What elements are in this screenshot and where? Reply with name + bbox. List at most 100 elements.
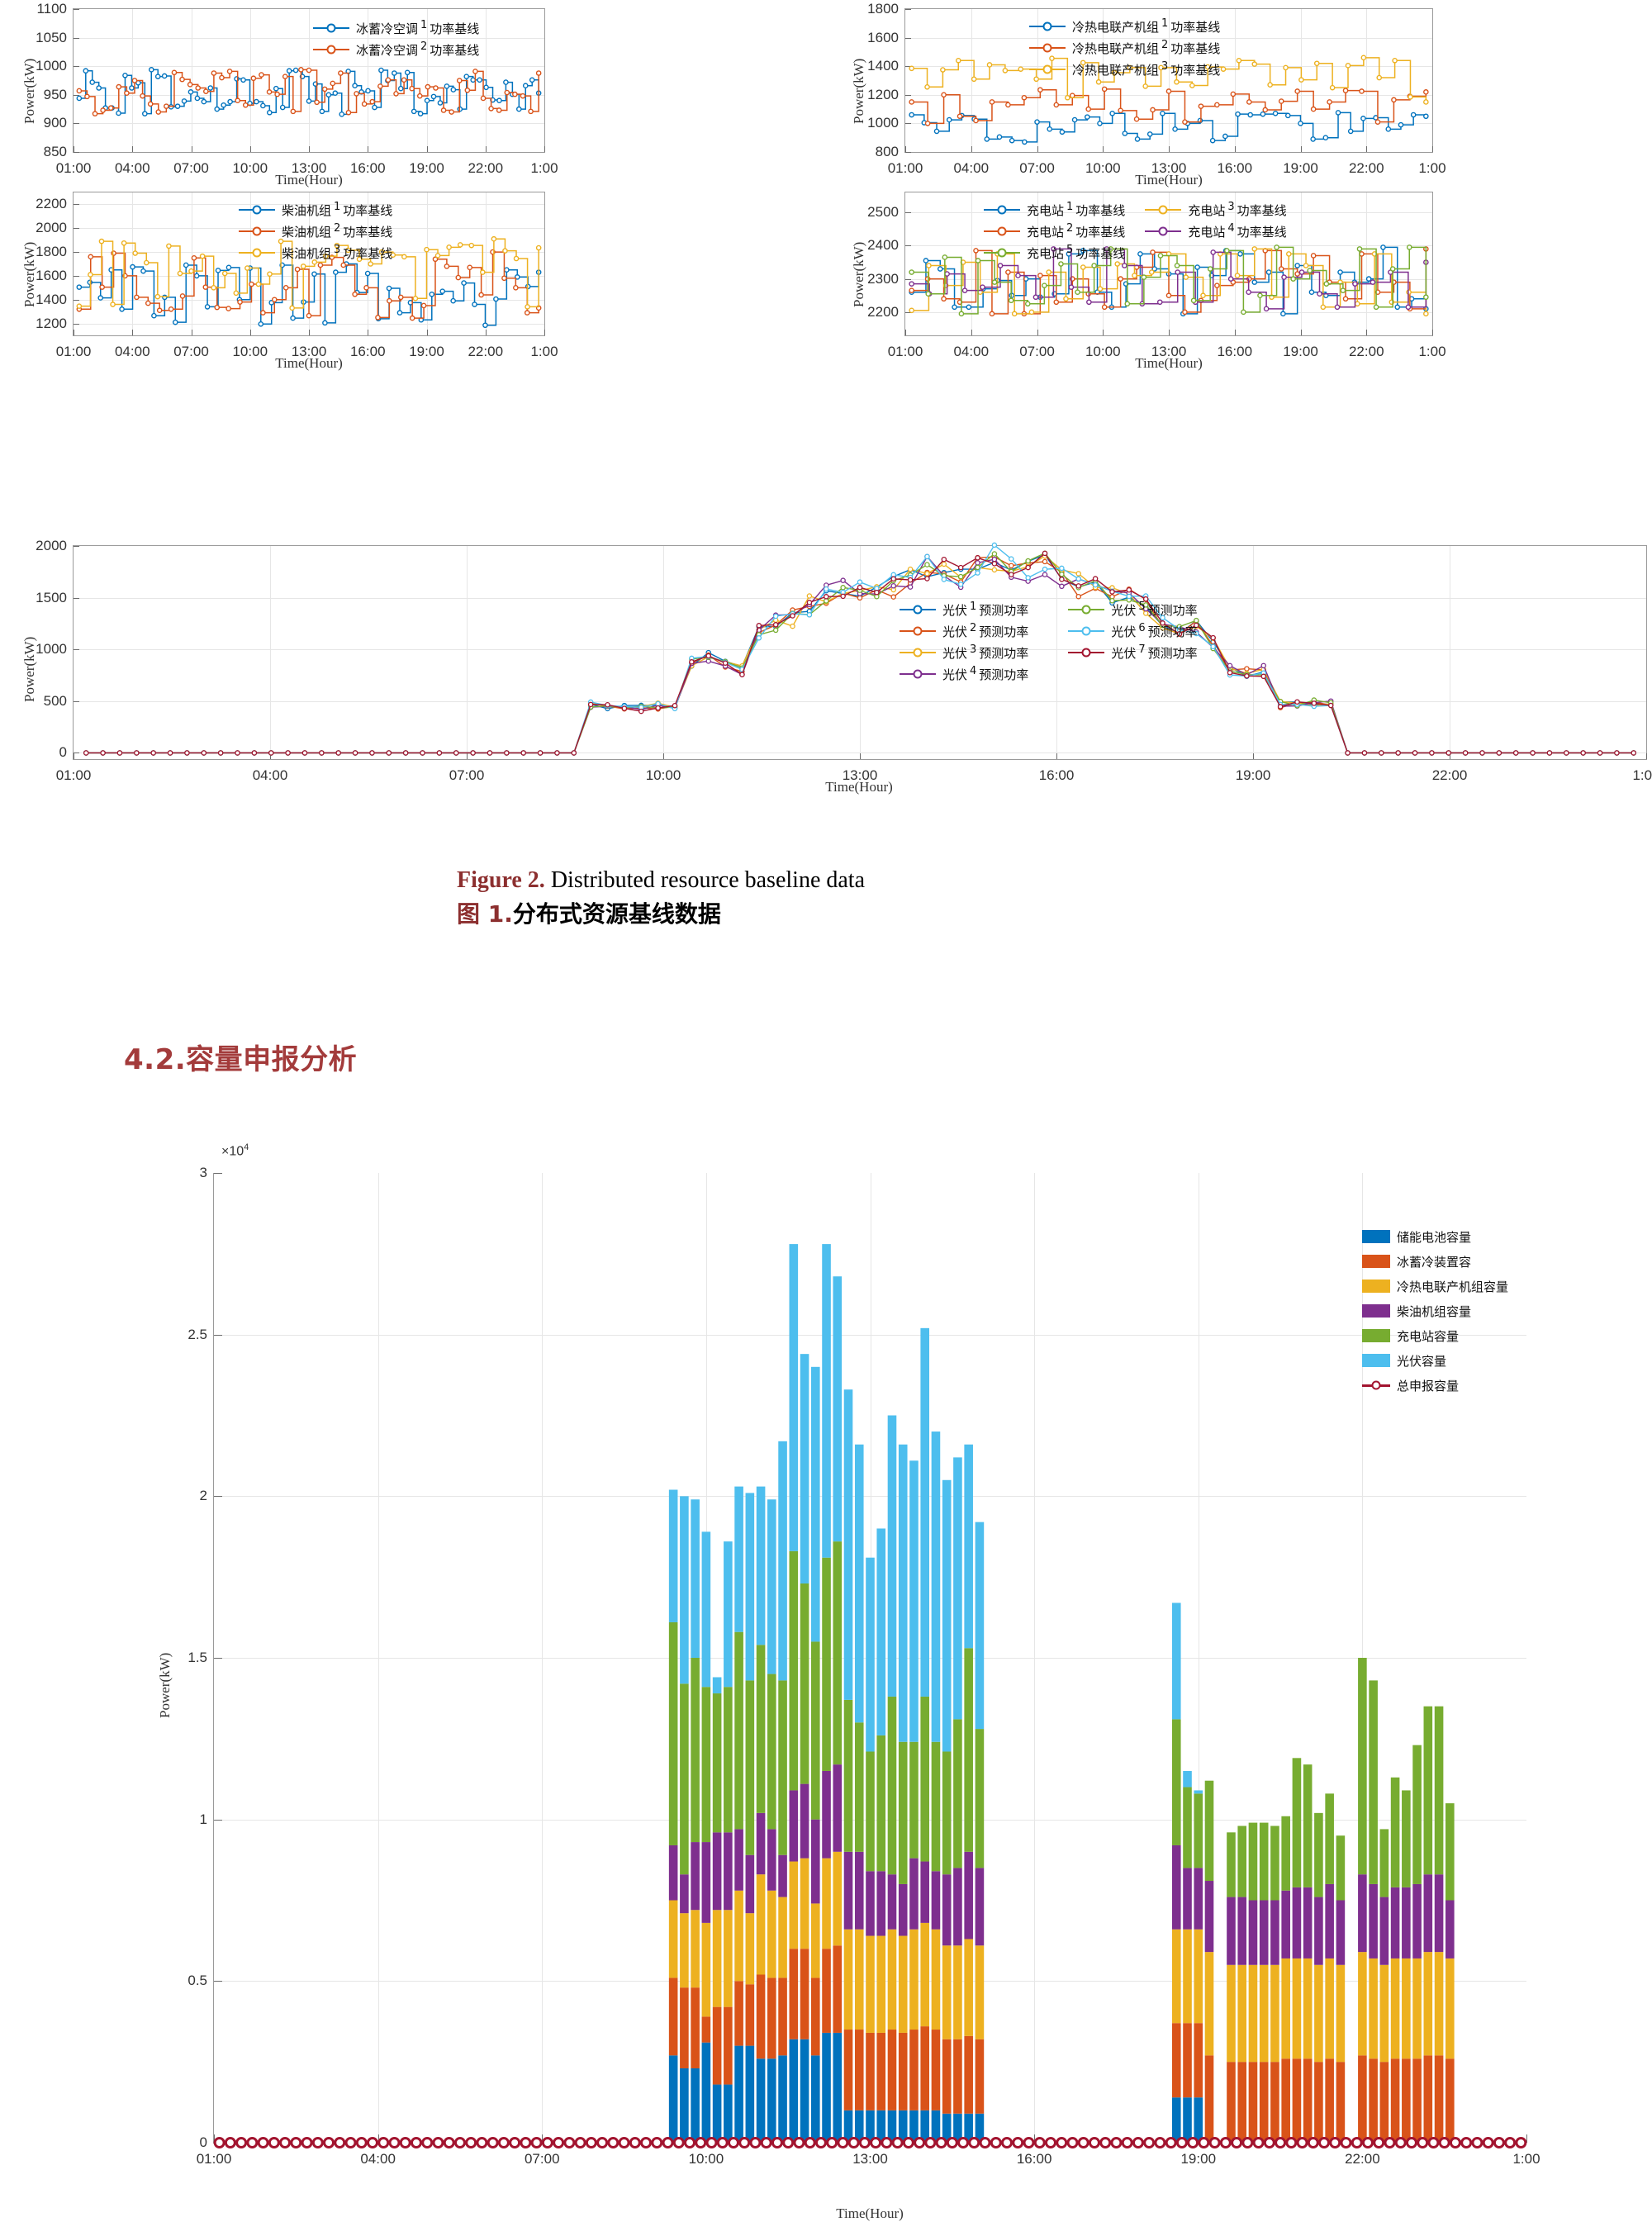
bar-segment — [767, 1890, 776, 1978]
legend-line-marker — [1029, 26, 1066, 27]
bar-segment — [1248, 2062, 1258, 2143]
legend-item[interactable]: 柴油机组容量 — [1362, 1299, 1508, 1323]
x-tick-label: 07:00 — [524, 2151, 560, 2167]
bar-segment — [767, 2058, 776, 2143]
legend-item[interactable]: 冷热电联产机组容量 — [1362, 1274, 1508, 1299]
bar-segment — [1237, 1964, 1247, 2063]
legend-label: 充电站 4 功率基线 — [1188, 222, 1287, 240]
legend-label: 冷热电联产机组 2 功率基线 — [1072, 39, 1221, 56]
bar-segment — [810, 2055, 820, 2143]
legend-item[interactable]: 光伏 5 预测功率 — [1068, 599, 1198, 620]
x-tick-label: 19:00 — [1283, 160, 1318, 176]
legend-item[interactable]: 总申报容量 — [1362, 1373, 1508, 1398]
legend-item[interactable]: 冷热电联产机组 2 功率基线 — [1029, 37, 1220, 59]
x-tick-label: 01:00 — [887, 344, 923, 359]
bar-segment — [1259, 1822, 1269, 1901]
legend-item[interactable]: 柴油机组 1 功率基线 — [239, 199, 392, 221]
bar-segment — [1248, 1900, 1258, 1965]
y-tick-mark — [905, 245, 911, 247]
legend-item[interactable]: 光伏 1 预测功率 — [900, 599, 1028, 620]
chart3-xlabel: Time(Hour) — [275, 355, 343, 371]
x-tick-label: 19:00 — [1180, 2151, 1217, 2167]
legend-item[interactable]: 储能电池容量 — [1362, 1224, 1508, 1249]
legend-line-marker — [984, 252, 1020, 254]
bar-segment — [822, 2032, 831, 2143]
bar-segment — [909, 1460, 919, 1742]
legend-label: 冷热电联产机组 3 功率基线 — [1072, 60, 1221, 78]
legend-item[interactable]: 光伏容量 — [1362, 1348, 1508, 1373]
legend-item[interactable]: 柴油机组 3 功率基线 — [239, 242, 392, 264]
legend-label: 光伏 3 预测功率 — [942, 643, 1029, 661]
legend-label: 储能电池容量 — [1397, 1229, 1472, 1245]
bar-segment — [789, 1790, 799, 1862]
legend-line-marker — [1068, 630, 1105, 632]
x-tick-label: 1:00 — [1418, 160, 1446, 176]
bar-segment — [800, 2039, 809, 2143]
x-tick-label: 22:00 — [1431, 767, 1468, 783]
bar-segment — [1248, 1822, 1258, 1901]
legend-line-marker — [239, 230, 275, 232]
legend-item[interactable]: 充电站容量 — [1362, 1323, 1508, 1348]
legend-item[interactable]: 冰蓄冷空调 1 功率基线 — [313, 17, 479, 39]
legend-item[interactable]: 光伏 4 预测功率 — [900, 663, 1028, 685]
bar-segment — [1204, 1952, 1214, 2056]
bar-segment — [1270, 2062, 1279, 2143]
bar-segment — [810, 1641, 820, 1820]
legend-item[interactable]: 充电站 5 功率基线 — [984, 242, 1125, 264]
y-tick-label: 1050 — [36, 29, 67, 45]
legend-item[interactable]: 光伏 3 预测功率 — [900, 642, 1028, 663]
bar-segment — [854, 2110, 864, 2143]
y-tick-mark — [74, 37, 79, 39]
bar-segment — [1402, 1790, 1411, 1887]
x-tick-mark — [1300, 330, 1302, 335]
legend-item[interactable]: 光伏 2 预测功率 — [900, 620, 1028, 642]
legend-item[interactable]: 充电站 4 功率基线 — [1145, 221, 1287, 242]
x-tick-mark — [1037, 146, 1038, 152]
bar-segment — [668, 1900, 678, 1978]
legend-item[interactable]: 光伏 7 预测功率 — [1068, 642, 1198, 663]
bar-segment — [800, 1354, 809, 1583]
bar-segment — [745, 1913, 755, 1985]
bar-segment — [822, 1557, 831, 1771]
x-tick-label: 13:00 — [291, 160, 327, 176]
legend-item[interactable]: 充电站 1 功率基线 — [984, 199, 1125, 221]
legend-item[interactable]: 冷热电联产机组 1 功率基线 — [1029, 16, 1220, 37]
bar-segment — [1237, 1897, 1247, 1965]
legend-item[interactable]: 充电站 2 功率基线 — [984, 221, 1125, 242]
bar-segment — [1325, 1958, 1334, 2059]
bar-segment — [789, 2039, 799, 2143]
bar-segment — [668, 1489, 678, 1622]
bar-segment — [876, 1735, 886, 1872]
chart-pv-forecast: 0 500 1000 1500 2000 01:00 04:00 07:00 10:00 13:0… — [0, 537, 1652, 810]
x-tick-label: 22:00 — [1345, 2151, 1380, 2167]
legend-label: 冰蓄冷空调 1 功率基线 — [356, 19, 480, 36]
figure-caption-cn: 分布式资源基线数据 — [512, 900, 721, 928]
bar-segment — [691, 2068, 700, 2143]
legend-item[interactable]: 光伏 6 预测功率 — [1068, 620, 1198, 642]
x-tick-mark — [1169, 146, 1170, 152]
y-tick-mark — [74, 275, 79, 277]
figure-caption: Figure 2. Distributed resource baseline … — [457, 864, 865, 931]
bar-segment — [1303, 2058, 1313, 2143]
legend-item[interactable]: 冷热电联产机组 3 功率基线 — [1029, 59, 1220, 80]
bar-segment — [1204, 1881, 1214, 1953]
legend-label: 柴油机组容量 — [1397, 1303, 1472, 1319]
bar-segment — [833, 1945, 843, 2033]
x-tick-mark — [1234, 146, 1236, 152]
y-tick-label: 0 — [199, 2134, 207, 2150]
legend-item[interactable]: 柴油机组 2 功率基线 — [239, 221, 392, 242]
x-tick-label: 16:00 — [349, 344, 386, 359]
legend-item[interactable]: 充电站 3 功率基线 — [1145, 199, 1287, 221]
bar-segment — [843, 1699, 853, 1852]
y-tick-label: 1000 — [867, 115, 899, 131]
legend-item[interactable]: 冰蓄冷装置容 — [1362, 1249, 1508, 1274]
bar-segment — [1248, 1964, 1258, 2063]
legend-line-marker — [1145, 230, 1182, 232]
x-tick-label: 10:00 — [1085, 344, 1121, 359]
legend-item[interactable]: 冰蓄冷空调 2 功率基线 — [313, 39, 479, 60]
x-tick-mark — [1234, 330, 1236, 335]
bar-segment — [833, 1851, 843, 1946]
y-tick-label: 2000 — [36, 220, 67, 236]
x-tick-mark — [1300, 146, 1302, 152]
x-tick-mark — [1362, 2134, 1364, 2143]
